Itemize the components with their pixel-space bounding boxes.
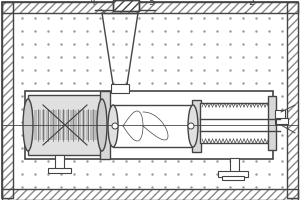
Bar	[113, 0, 139, 11]
Bar	[74, 110, 77, 140]
Bar	[113, 0, 139, 11]
Bar	[48, 168, 71, 173]
Bar	[62, 110, 65, 140]
Bar	[111, 84, 129, 93]
Bar	[42, 110, 45, 140]
Bar	[46, 110, 49, 140]
Bar	[2, 2, 298, 13]
Ellipse shape	[23, 99, 33, 151]
Bar	[94, 110, 97, 140]
Bar	[98, 110, 101, 140]
Bar	[90, 110, 93, 140]
Bar	[2, 2, 298, 13]
Bar	[100, 91, 110, 159]
Bar	[200, 103, 270, 143]
Bar	[2, 189, 298, 200]
Bar	[30, 110, 33, 140]
Circle shape	[188, 123, 194, 129]
Bar	[218, 171, 248, 177]
Bar	[230, 158, 239, 172]
Ellipse shape	[188, 105, 198, 147]
Bar	[287, 2, 298, 198]
Circle shape	[112, 123, 118, 129]
Bar	[275, 110, 285, 124]
Bar	[78, 110, 81, 140]
Bar	[55, 155, 64, 169]
Bar	[192, 100, 201, 152]
Bar	[268, 96, 276, 150]
Bar	[28, 95, 102, 155]
Text: 5: 5	[142, 0, 154, 7]
Bar	[222, 176, 244, 180]
Bar	[86, 110, 89, 140]
Bar	[276, 118, 288, 124]
Bar	[2, 2, 13, 198]
Bar	[34, 110, 37, 140]
Ellipse shape	[97, 99, 107, 151]
Bar	[2, 2, 13, 198]
Text: 2: 2	[245, 0, 254, 13]
Bar	[50, 110, 53, 140]
Ellipse shape	[108, 105, 118, 147]
Text: 4: 4	[90, 0, 105, 13]
Bar	[54, 110, 57, 140]
Bar	[66, 110, 69, 140]
Bar	[287, 2, 298, 198]
Bar	[25, 91, 273, 159]
Bar	[82, 110, 85, 140]
Bar	[2, 189, 298, 200]
Bar	[70, 110, 73, 140]
Bar	[113, 105, 193, 147]
Bar	[38, 110, 41, 140]
Bar	[58, 110, 61, 140]
